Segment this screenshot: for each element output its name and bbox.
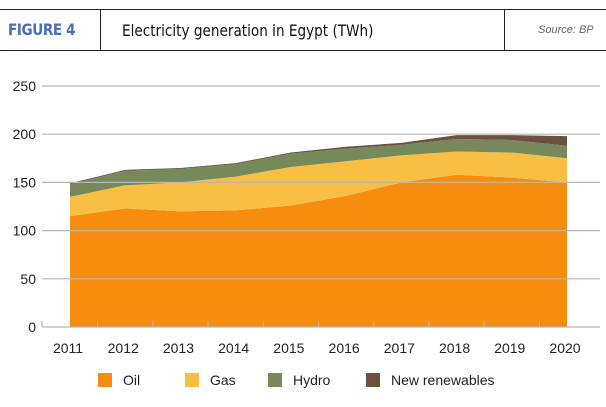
legend-item: Gas bbox=[185, 372, 236, 388]
legend-label: New renewables bbox=[391, 372, 495, 388]
legend-swatch bbox=[185, 373, 199, 387]
x-tick-label: 2014 bbox=[218, 340, 249, 356]
figure-label: FIGURE 4 bbox=[8, 20, 76, 39]
x-tick-label: 2017 bbox=[384, 340, 415, 356]
legend-item: Oil bbox=[98, 372, 140, 388]
area-gas bbox=[70, 151, 567, 217]
x-tick-label: 2015 bbox=[273, 340, 304, 356]
legend-swatch bbox=[268, 373, 282, 387]
legend-item: Hydro bbox=[268, 372, 330, 388]
figure-header: FIGURE 4 Electricity generation in Egypt… bbox=[0, 9, 606, 51]
y-tick-label: 100 bbox=[13, 223, 37, 239]
x-tick-label: 2012 bbox=[108, 340, 139, 356]
x-tick-label: 2020 bbox=[549, 340, 580, 356]
header-divider bbox=[504, 10, 505, 50]
legend-item: New renewables bbox=[366, 372, 495, 388]
x-tick-label: 2013 bbox=[163, 340, 194, 356]
x-tick-label: 2011 bbox=[53, 340, 83, 356]
legend-swatch bbox=[98, 373, 112, 387]
legend-label: Gas bbox=[210, 372, 236, 388]
y-tick-label: 0 bbox=[28, 319, 36, 335]
y-tick-label: 200 bbox=[13, 126, 37, 142]
x-tick-label: 2016 bbox=[329, 340, 360, 356]
area-new-renewables bbox=[70, 135, 567, 185]
y-tick-label: 250 bbox=[13, 78, 37, 94]
x-tick-label: 2019 bbox=[494, 340, 525, 356]
legend-label: Oil bbox=[123, 372, 141, 388]
legend-swatch bbox=[366, 373, 380, 387]
y-tick-label: 150 bbox=[13, 174, 37, 190]
area-hydro bbox=[70, 139, 567, 197]
y-tick-label: 50 bbox=[20, 271, 36, 287]
source-note: Source: BP bbox=[538, 24, 594, 36]
area-oil bbox=[70, 174, 567, 327]
x-tick-label: 2018 bbox=[439, 340, 470, 356]
legend: Oil Gas Hydro New renewables bbox=[0, 372, 606, 392]
legend-label: Hydro bbox=[293, 372, 331, 388]
header-divider bbox=[100, 10, 101, 50]
chart-title: Electricity generation in Egypt (TWh) bbox=[122, 21, 374, 40]
